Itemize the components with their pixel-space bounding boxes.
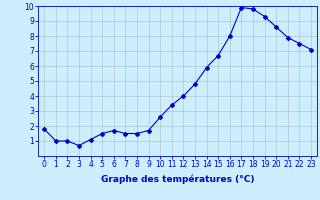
- X-axis label: Graphe des températures (°C): Graphe des températures (°C): [101, 175, 254, 184]
